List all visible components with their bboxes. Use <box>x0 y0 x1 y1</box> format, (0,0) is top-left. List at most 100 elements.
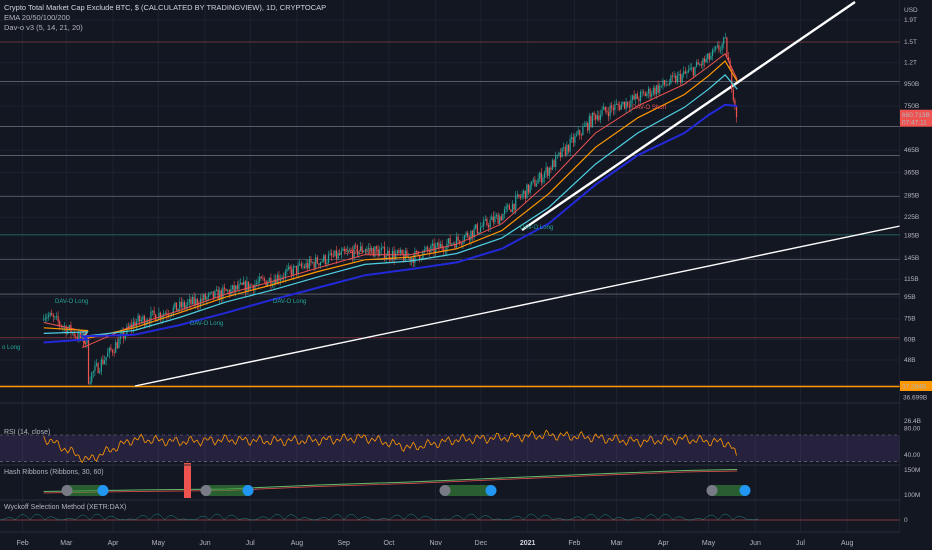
candle-body <box>591 112 594 127</box>
candle-body <box>291 269 293 276</box>
candle-body <box>305 263 307 268</box>
candle-body <box>577 130 579 135</box>
ema-indicator-label[interactable]: EMA 20/50/100/200 <box>4 13 70 22</box>
candle-body <box>548 167 550 176</box>
candle-body <box>596 115 598 120</box>
candle-body <box>260 276 262 279</box>
y-axis-tick-label: 95B <box>904 294 916 301</box>
x-axis-tick-label: Nov <box>429 540 442 547</box>
candle-body <box>46 317 48 318</box>
candle-body <box>505 206 507 210</box>
candle-body <box>633 95 635 100</box>
x-axis-tick-label: Jun <box>199 540 210 547</box>
candle-body <box>735 106 738 118</box>
candle-body <box>609 105 611 117</box>
candle-body <box>207 293 210 298</box>
candle-body <box>439 244 442 248</box>
horizontal-levels <box>0 41 900 388</box>
rsi-tick-label: 40.00 <box>904 452 921 459</box>
candle-body <box>567 144 570 152</box>
candle-body <box>699 63 701 65</box>
candle-body <box>655 85 658 95</box>
candle-body <box>163 313 165 317</box>
candle-body <box>89 381 91 384</box>
candle-body <box>335 250 338 259</box>
candle-body <box>622 101 624 105</box>
candle-body <box>231 285 234 290</box>
support-price-value: 37.284B <box>902 384 926 391</box>
ema-line-ema-50 <box>43 60 738 341</box>
candle-body <box>108 347 110 353</box>
x-axis[interactable]: Feb Mar Apr May Jun Jul Aug Sep Oct Nov Dec 2021 Feb… <box>17 540 854 547</box>
signal-label: DAV-O Short <box>632 105 667 111</box>
candle-body <box>582 126 584 136</box>
candle-body <box>311 262 314 264</box>
candle-body <box>500 216 502 221</box>
candle-body <box>559 152 562 158</box>
candle-body <box>321 261 323 263</box>
candle-body <box>580 134 582 136</box>
candle-body <box>228 290 230 295</box>
davo-indicator-label[interactable]: Dav-o v3 (5, 14, 21, 20) <box>4 23 83 32</box>
y-axis-tick-label: 465B <box>904 147 919 154</box>
candle-body <box>663 80 666 85</box>
candle-body <box>244 281 246 293</box>
ema-line-ema-200 <box>43 103 738 344</box>
candle-body <box>732 89 734 101</box>
wyckoff-pane-label[interactable]: Wyckoff Selection Method (XETR:DAX) <box>4 504 127 511</box>
hash-ribbon-segment <box>707 485 750 496</box>
candle-body <box>246 281 248 293</box>
wyckoff-tick-label: 0 <box>904 517 908 524</box>
candle-body <box>355 245 357 247</box>
candle-body <box>705 58 707 63</box>
candle-body <box>238 283 240 289</box>
candle-body <box>271 284 274 287</box>
candle-body <box>523 190 525 195</box>
candle-body <box>465 232 467 236</box>
y-axis-tick-label: 1.9T <box>904 17 917 24</box>
candle-body <box>598 115 600 120</box>
x-axis-tick-label: 2021 <box>520 540 536 547</box>
candle-body <box>217 289 219 300</box>
candle-body <box>225 289 227 291</box>
candle-body <box>492 216 494 223</box>
chart-title[interactable]: Crypto Total Market Cap Exclude BTC, $ (… <box>4 3 327 12</box>
candle-body <box>356 245 358 255</box>
candle-body <box>527 184 530 193</box>
candle-body <box>599 114 602 120</box>
candle-body <box>620 104 622 110</box>
candle-body <box>710 55 712 60</box>
candle-body <box>193 297 195 305</box>
candle-body <box>638 99 640 101</box>
candle-body <box>203 294 205 301</box>
candle-body <box>572 137 574 143</box>
candle-body <box>678 73 680 76</box>
candle-body <box>214 290 216 298</box>
candle-body <box>635 94 637 100</box>
candle-body <box>487 225 490 228</box>
candle-body <box>612 107 614 111</box>
candle-body <box>641 91 643 93</box>
candle-body <box>585 122 587 126</box>
candle-body <box>478 232 480 234</box>
y-axis-tick-label: 225B <box>904 214 919 221</box>
candle-body <box>399 249 402 254</box>
current-price-value: 660.713B <box>902 112 930 119</box>
candle-body <box>428 250 430 252</box>
hash-pane-label[interactable]: Hash Ribbons (Ribbons, 30, 60) <box>4 469 104 476</box>
rsi-pane-label[interactable]: RSI (14, close) <box>4 429 51 436</box>
candle-body <box>550 167 552 170</box>
candle-body <box>463 235 466 242</box>
candle-body <box>241 282 243 285</box>
candle-body <box>630 99 632 108</box>
candle-body <box>294 265 296 267</box>
current-price-badge <box>900 109 932 127</box>
candle-body <box>627 101 629 106</box>
candle-body <box>324 255 326 265</box>
candle-body <box>707 53 709 59</box>
candle-body <box>470 230 472 241</box>
y-axis-unit: USD <box>904 7 918 14</box>
y-axis[interactable]: USD 1.9T 1.5T 1.2T 950B 750B 465B 365B 285B 225B 1… <box>900 0 932 550</box>
x-axis-tick-label: Aug <box>291 540 304 547</box>
